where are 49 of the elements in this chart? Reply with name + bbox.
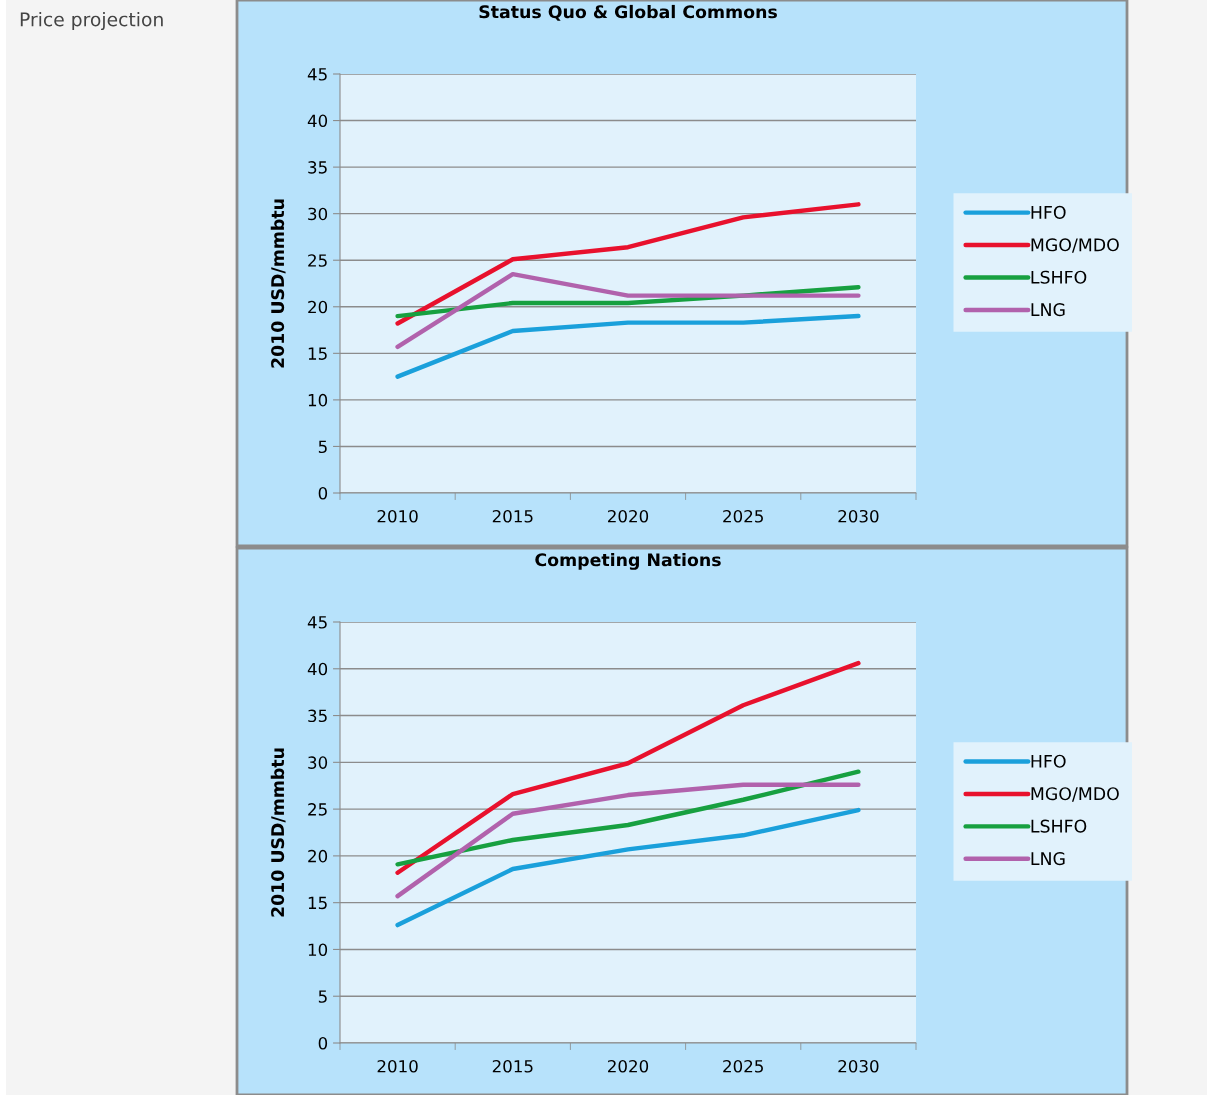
- y-tick-label: 5: [318, 990, 327, 1003]
- y-axis-title: 2010 USD/mmbtu: [270, 199, 286, 368]
- y-tick-label: 30: [308, 756, 328, 769]
- legend-label: LSHFO: [1031, 819, 1087, 833]
- x-tick-label: 2025: [723, 1059, 763, 1073]
- y-tick-label: 25: [308, 254, 327, 267]
- y-tick-label: 40: [307, 114, 328, 128]
- y-tick-label: 35: [308, 161, 327, 174]
- y-tick-label: 0: [318, 1036, 328, 1050]
- legend-label: HFO: [1031, 754, 1066, 768]
- y-tick-label: 10: [308, 393, 328, 407]
- x-tick-label: 2030: [838, 509, 879, 523]
- legend-label: LSHFO: [1031, 270, 1087, 284]
- y-tick-label: 5: [318, 440, 327, 454]
- y-tick-label: 10: [308, 943, 328, 957]
- legend-label: MGO/MDO: [1031, 787, 1119, 802]
- x-tick-label: 2025: [723, 509, 763, 523]
- chart-title: Competing Nations: [535, 552, 721, 570]
- line-series: [395, 782, 861, 899]
- legend-label: LNG: [1031, 852, 1065, 866]
- y-tick-label: 20: [308, 849, 328, 863]
- y-tick-label: 0: [318, 486, 328, 500]
- x-tick-label: 2030: [838, 1059, 879, 1073]
- line-series: [395, 769, 861, 867]
- y-tick-label: 15: [308, 896, 327, 910]
- legend-label: HFO: [1031, 205, 1066, 219]
- line-series: [395, 313, 861, 379]
- y-tick-label: 45: [307, 68, 327, 81]
- text: Price projection: [20, 11, 163, 31]
- x-tick-label: 2010: [377, 1059, 418, 1073]
- x-tick-label: 2010: [377, 509, 418, 523]
- y-tick-label: 45: [307, 616, 327, 629]
- legend-label: MGO/MDO: [1031, 238, 1119, 253]
- y-tick-label: 40: [307, 662, 328, 676]
- chart-title: Status Quo & Global Commons: [479, 4, 777, 21]
- x-tick-label: 2020: [608, 509, 649, 523]
- line-series: [395, 660, 861, 875]
- legend-label: LNG: [1031, 303, 1065, 317]
- y-tick-label: 35: [308, 709, 327, 723]
- x-tick-label: 2020: [608, 1059, 649, 1073]
- y-tick-label: 15: [308, 347, 327, 360]
- x-tick-label: 2015: [492, 1059, 533, 1073]
- x-tick-label: 2015: [492, 509, 533, 523]
- line-series: [395, 807, 861, 928]
- y-tick-label: 25: [308, 803, 327, 816]
- y-tick-label: 30: [308, 207, 328, 221]
- y-axis-title: 2010 USD/mmbtu: [270, 748, 286, 917]
- y-tick-label: 20: [308, 300, 328, 314]
- line-series: [395, 202, 861, 326]
